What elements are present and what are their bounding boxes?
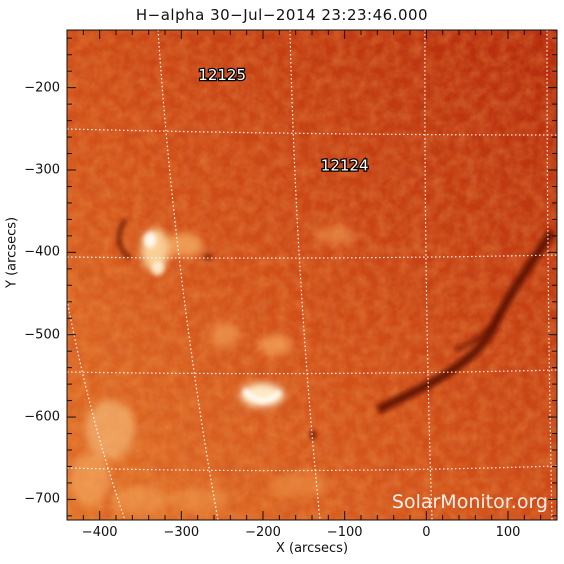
tick-marks: [66, 30, 558, 520]
longitude-line: [157, 30, 219, 520]
y-tick-label: −500: [24, 327, 60, 343]
y-tick-label: −600: [24, 409, 60, 425]
latitude-line: [67, 128, 557, 136]
watermark: SolarMonitor.org: [392, 491, 548, 513]
x-tick-label: 0: [422, 525, 431, 540]
y-axis-label: Y (arcsecs): [4, 216, 20, 288]
plage-cores: [144, 232, 282, 403]
x-tick-label: −300: [163, 525, 200, 540]
map-title: H−alpha 30−Jul−2014 23:23:46.000: [135, 6, 429, 24]
longitude-line: [424, 30, 433, 520]
y-tick-label: −200: [24, 80, 60, 96]
filaments: [117, 218, 556, 440]
y-tick-label: −700: [24, 491, 60, 507]
x-axis-label: X (arcsecs): [275, 541, 349, 556]
latitude-line: [67, 465, 557, 472]
x-tick-label: −100: [326, 525, 363, 540]
dark-mottle-texture: [67, 30, 557, 520]
y-tick-label: −400: [24, 244, 60, 260]
x-tick-label: 100: [495, 525, 521, 540]
latitude-line: [67, 254, 557, 259]
longitude-line: [289, 30, 321, 520]
region-labels: 12125 12124: [197, 65, 370, 176]
x-tick-label: −400: [81, 525, 118, 540]
image-layer: 12125 12124 SolarMonitor.org: [67, 30, 557, 520]
y-tick-label: −300: [24, 162, 60, 178]
heliographic-grid: [67, 30, 557, 520]
longitude-line: [546, 30, 553, 520]
longitude-line: [67, 299, 126, 520]
x-tick-label: −200: [245, 525, 281, 540]
plage-regions: [70, 225, 355, 514]
region-label: 12124: [321, 156, 369, 174]
region-label: 12125: [198, 66, 246, 84]
latitude-line: [67, 369, 557, 375]
